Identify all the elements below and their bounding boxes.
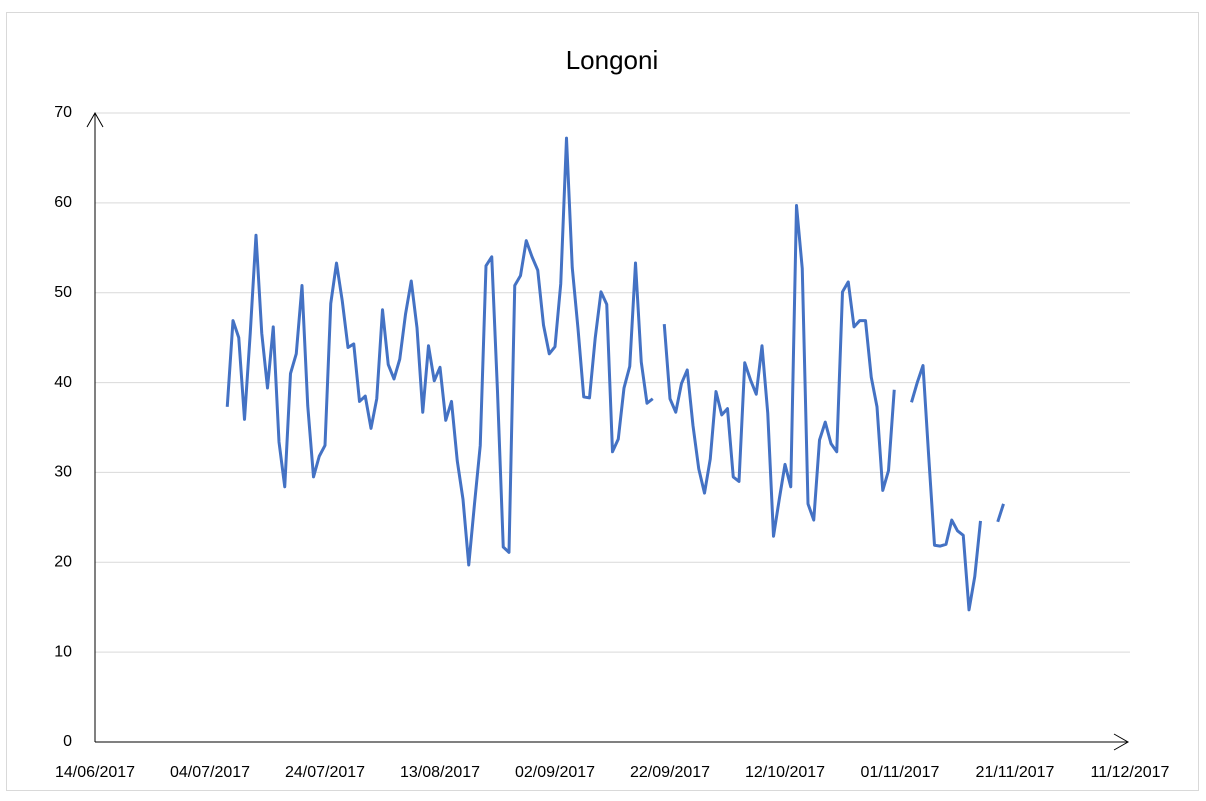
x-tick-label: 24/07/2017 [285, 764, 365, 781]
x-tick-label: 01/11/2017 [861, 764, 940, 781]
x-tick-label: 13/08/2017 [400, 764, 480, 781]
x-axis-arrow [1113, 733, 1130, 751]
y-tick-label: 70 [54, 104, 72, 121]
y-tick-label: 50 [54, 284, 72, 301]
chart-title: Longoni [566, 45, 659, 75]
y-axis-arrow [86, 111, 104, 128]
y-tick-label: 20 [54, 554, 72, 571]
x-tick-label: 02/09/2017 [515, 764, 595, 781]
x-tick-label: 12/10/2017 [745, 764, 825, 781]
x-tick-label: 14/06/2017 [55, 764, 135, 781]
y-tick-label: 0 [63, 733, 72, 750]
chart-border [6, 12, 1199, 791]
x-tick-label: 11/12/2017 [1091, 764, 1170, 781]
y-tick-label: 60 [54, 194, 72, 211]
x-tick-label: 04/07/2017 [170, 764, 250, 781]
y-tick-label: 40 [54, 374, 72, 391]
x-tick-label: 21/11/2017 [976, 764, 1055, 781]
x-tick-label: 22/09/2017 [630, 764, 710, 781]
y-tick-label: 30 [54, 464, 72, 481]
y-tick-label: 10 [54, 643, 72, 660]
line-series [225, 136, 1005, 612]
